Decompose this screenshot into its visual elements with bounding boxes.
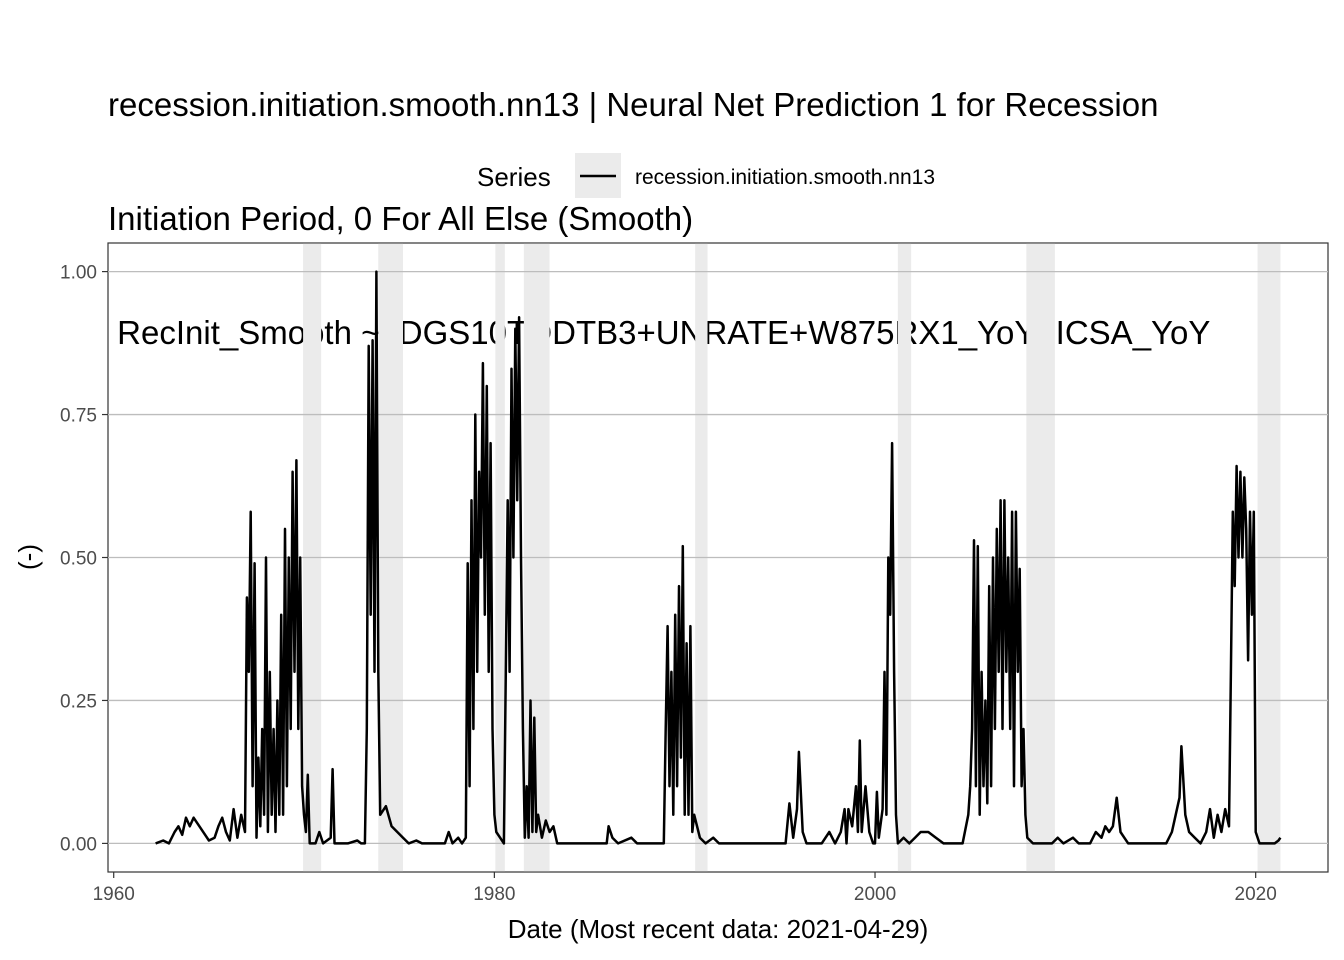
x-axis-title: Date (Most recent data: 2021-04-29)	[508, 914, 929, 944]
series-group	[155, 270, 1282, 845]
legend: Series recession.initiation.smooth.nn13	[477, 153, 935, 198]
y-tick-label: 0.25	[60, 691, 97, 712]
x-tick-label: 2020	[1235, 884, 1277, 905]
y-axis: 0.00 0.25 0.50 0.75 1.00	[60, 263, 108, 855]
y-tick-label: 0.00	[60, 834, 97, 855]
y-tick-label: 1.00	[60, 263, 97, 284]
y-axis-title: (-)	[13, 544, 43, 570]
y-tick-label: 0.75	[60, 406, 97, 427]
legend-title: Series	[477, 162, 551, 192]
chart-title-line-1: recession.initiation.smooth.nn13 | Neura…	[108, 86, 1159, 123]
x-tick-label: 1960	[93, 884, 135, 905]
chart-title-line-2: Initiation Period, 0 For All Else (Smoot…	[108, 200, 694, 237]
x-axis: 1960 1980 2000 2020	[93, 872, 1277, 905]
series-line	[155, 270, 1282, 845]
x-tick-label: 2000	[854, 884, 896, 905]
x-tick-label: 1980	[473, 884, 515, 905]
y-tick-label: 0.50	[60, 549, 97, 570]
legend-entry-label: recession.initiation.smooth.nn13	[635, 166, 935, 189]
